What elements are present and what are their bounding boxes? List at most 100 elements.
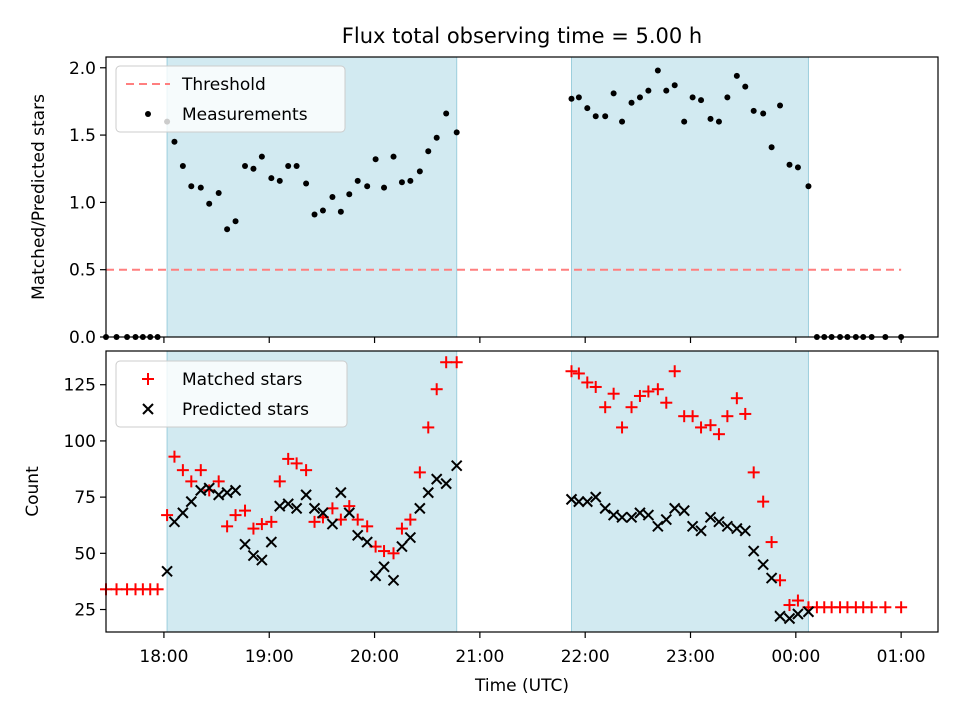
measurement-point [645,87,652,94]
matched-star-point [565,365,578,378]
matched-star-point [774,574,787,587]
matched-star-point [757,495,770,508]
measurement-point [592,113,599,120]
measurement-point [224,226,231,233]
predicted-star-point [414,502,426,515]
predicted-star-point [256,554,268,566]
matched-star-point [895,601,908,614]
measurement-point [215,189,222,196]
count-points [100,356,908,625]
measurement-point [232,218,239,225]
measurement-point [628,99,635,106]
matched-star-point [633,389,646,402]
predicted-star-point [450,459,463,472]
predicted-star-point [203,482,215,494]
y-tick-label: 2.0 [69,59,96,79]
predicted-star-point [625,511,638,524]
measurement-point [433,134,440,141]
measurement-point [760,110,767,117]
matched-star-point [791,594,804,607]
predicted-star-point [430,473,443,485]
predicted-star-point [300,489,312,501]
measurement-point [372,156,379,163]
measurements-legend-swatch [145,111,151,117]
matched-star-point [599,401,612,414]
predicted-star-point [195,484,207,497]
measurement-point [707,115,714,122]
predicted-star-point [802,606,815,618]
measurement-point [568,95,575,102]
matched-legend-swatch [142,373,154,385]
matched-star-point [865,601,878,614]
measurement-point [364,183,371,190]
matched-star-point [273,475,286,488]
count-legend-box [115,360,348,428]
predicted-star-point [747,545,760,557]
measurement-point [671,82,678,89]
measurement-point [319,207,326,214]
matched-star-point [404,513,417,526]
predicted-star-point [599,502,611,515]
predicted-star-point [326,518,339,530]
predicted-star-point [229,484,242,497]
predicted-star-point [642,509,655,521]
x-tick-label: 20:00 [350,647,399,667]
measurement-point [303,180,310,187]
x-tick-label: 22:00 [561,647,610,667]
y-tick-label: 0.0 [69,328,96,348]
matched-star-point [730,392,743,405]
count-x-ticks: 18:00 19:00 20:00 21:00 22:00 23:00 00:00 01:00 [139,632,926,667]
matched-star-point [343,500,356,513]
x-tick-label: 18:00 [139,647,188,667]
y-tick-label: 50 [74,544,96,564]
measurement-point [619,118,626,125]
predicted-star-point [290,502,303,515]
y-tick-label: 25 [74,601,96,621]
matched-star-point [176,464,189,477]
measurement-point [777,102,784,109]
matched-star-point [616,421,629,434]
matched-star-point [572,367,585,380]
predicted-star-point [616,511,628,524]
measurement-point [171,138,178,145]
predicted-star-point [669,502,681,515]
x-tick-label: 19:00 [245,647,294,667]
predicted-star-point [607,509,620,521]
y-tick-label: 0.5 [69,261,96,281]
measurement-point [268,175,275,182]
measurement-point [681,118,688,125]
measurement-point [663,87,670,94]
measurement-point [610,90,617,97]
predicted-star-point [177,507,189,519]
measurement-point [584,105,591,112]
predicted-star-point [404,531,417,544]
measurement-point [329,194,336,200]
matched-star-point [450,356,463,369]
predicted-star-point [739,525,751,537]
measurement-point [636,94,643,101]
matched-star-point [765,536,778,549]
ratio-legend-box [115,65,346,133]
measurement-point [390,153,397,160]
predicted-star-point [757,558,769,571]
predicted-star-point [565,493,578,506]
y-tick-label: 1.0 [69,193,96,213]
measurement-point [742,83,749,90]
matched-star-point [747,466,760,479]
predicted-star-point [351,529,364,542]
measurement-point [416,168,423,175]
matched-star-point [395,522,408,535]
x-tick-label: 01:00 [877,647,926,667]
x-tick-label: 21:00 [455,647,504,667]
y-tick-label: 1.5 [69,126,96,146]
measurement-point [805,183,812,190]
matched-star-point [361,520,374,533]
matched-star-point [668,365,681,378]
ratio-panel: 0.00.51.01.52.0 Matched/Predicted stars … [29,56,939,348]
matched-star-point [712,428,725,441]
matched-star-point [651,383,664,396]
measurement-point [258,153,265,160]
matched-star-point [440,356,453,369]
matched-star-point [607,387,620,400]
predicted-star-point [440,477,452,490]
